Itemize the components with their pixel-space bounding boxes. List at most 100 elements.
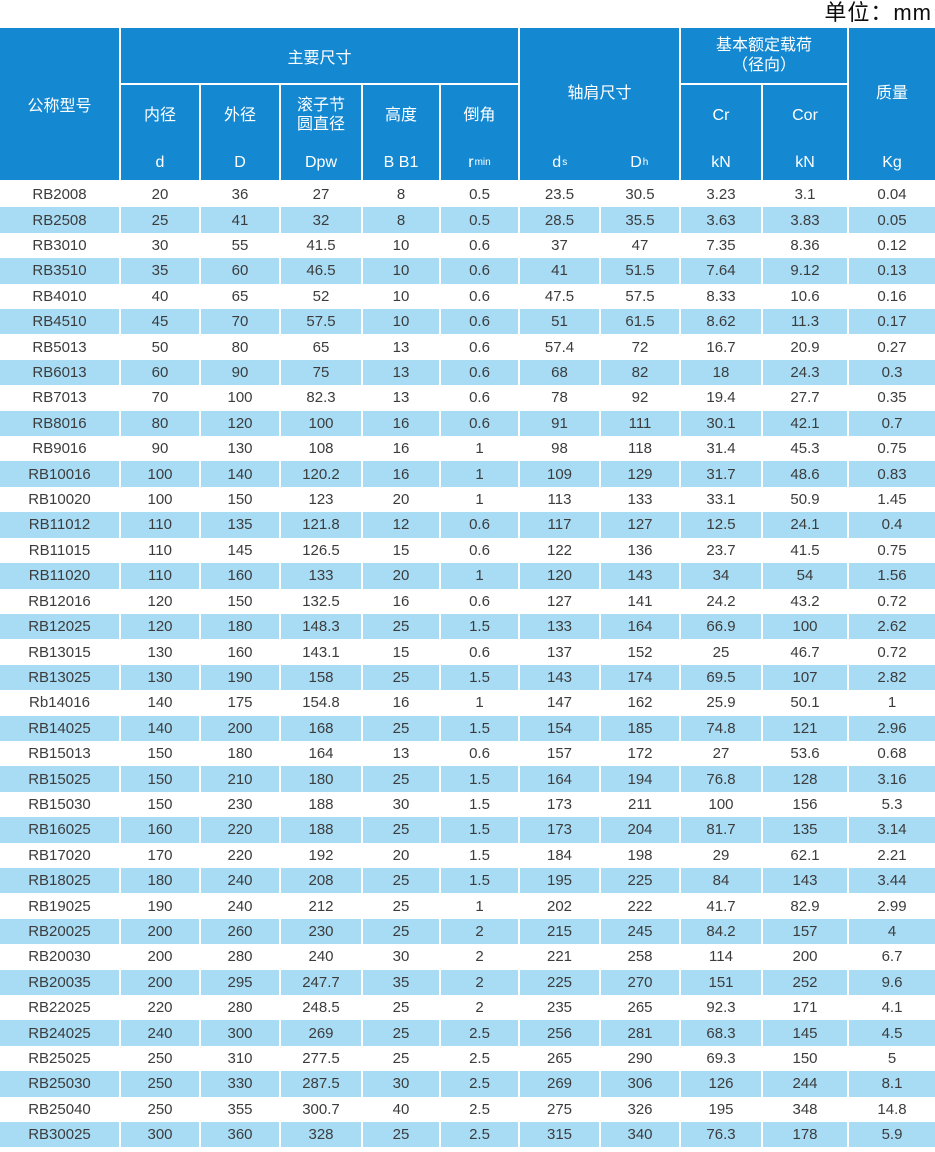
cell-value: 280 xyxy=(201,995,279,1021)
cell-value: 156 xyxy=(763,791,847,818)
table-row: RB15030 150 230 188 30 1.5 173 211 100 156 5.3 xyxy=(0,791,935,818)
cell-value: 150 xyxy=(121,740,199,767)
table-row: RB18025 180 240 208 25 1.5 195 225 84 143 3.44 xyxy=(0,867,935,894)
cell-value: 225 xyxy=(601,867,679,894)
table-row: RB9016 90 130 108 16 1 98 118 31.4 45.3 0.75 xyxy=(0,436,935,462)
cell-value: 30.5 xyxy=(601,182,679,208)
cell-value: 140 xyxy=(121,690,199,716)
cell-value: 20 xyxy=(363,486,439,513)
cell-value: 4 xyxy=(849,918,935,945)
cell-value: 150 xyxy=(121,766,199,792)
cell-model: RB25030 xyxy=(0,1071,119,1097)
cell-value: 92 xyxy=(601,385,679,411)
cell-value: 13 xyxy=(363,740,439,767)
cell-value: 154.8 xyxy=(281,690,361,716)
cell-value: 100 xyxy=(201,385,279,411)
cell-value: 25 xyxy=(363,1045,439,1072)
cell-model: RB20030 xyxy=(0,944,119,970)
cell-value: 90 xyxy=(121,436,199,462)
table-row: RB12025 120 180 148.3 25 1.5 133 164 66.9 100 2.62 xyxy=(0,613,935,640)
cell-value: 143 xyxy=(520,664,599,691)
cell-value: 100 xyxy=(681,791,761,818)
cell-value: 195 xyxy=(520,867,599,894)
cell-value: 57.5 xyxy=(601,283,679,310)
cell-value: 2.5 xyxy=(441,1122,518,1148)
cell-value: 129 xyxy=(601,461,679,487)
cell-value: 16 xyxy=(363,461,439,487)
cell-value: 260 xyxy=(201,918,279,945)
cell-value: 3.83 xyxy=(763,207,847,233)
cell-value: 123 xyxy=(281,486,361,513)
cell-model: RB14025 xyxy=(0,715,119,741)
cell-value: 2.96 xyxy=(849,715,935,741)
cell-value: 47 xyxy=(601,232,679,259)
cell-value: 114 xyxy=(681,944,761,970)
cell-value: 20 xyxy=(363,842,439,868)
header-chamfer: 倒角 r min xyxy=(441,85,518,180)
cell-value: 143 xyxy=(601,563,679,589)
cell-value: 1.45 xyxy=(849,486,935,513)
cell-value: 151 xyxy=(681,969,761,995)
cell-value: 100 xyxy=(121,486,199,513)
cell-value: 15 xyxy=(363,639,439,665)
cell-value: 76.3 xyxy=(681,1122,761,1148)
header-height: 高度 B B1 xyxy=(363,85,439,180)
cell-value: 130 xyxy=(121,664,199,691)
cell-model: RB4510 xyxy=(0,309,119,335)
cell-value: 247.7 xyxy=(281,969,361,995)
cell-value: 70 xyxy=(201,309,279,335)
cell-value: 240 xyxy=(121,1020,199,1046)
cell-value: 9.12 xyxy=(763,258,847,284)
cell-model: RB9016 xyxy=(0,436,119,462)
cell-value: 265 xyxy=(520,1045,599,1072)
cell-value: 355 xyxy=(201,1096,279,1123)
cell-value: 126 xyxy=(681,1071,761,1097)
cell-value: 29 xyxy=(681,842,761,868)
cell-value: 25.9 xyxy=(681,690,761,716)
cell-value: 50.1 xyxy=(763,690,847,716)
cell-value: 133 xyxy=(601,486,679,513)
cell-value: 250 xyxy=(121,1071,199,1097)
cell-value: 2.5 xyxy=(441,1071,518,1097)
cell-value: 10 xyxy=(363,283,439,310)
cell-value: 60 xyxy=(121,359,199,386)
table-row: RB3010 30 55 41.5 10 0.6 37 47 7.35 8.36 0.12 xyxy=(0,232,935,259)
cell-model: RB13015 xyxy=(0,639,119,665)
cell-model: RB2008 xyxy=(0,182,119,208)
header-mass-label: 质量 xyxy=(875,85,908,102)
cell-value: 100 xyxy=(281,410,361,437)
header-inner-diameter: 内径 d xyxy=(121,85,199,180)
cell-value: 74.8 xyxy=(681,715,761,741)
table-row: RB4510 45 70 57.5 10 0.6 51 61.5 8.62 11.3 0.17 xyxy=(0,309,935,335)
cell-value: 51.5 xyxy=(601,258,679,284)
header-cor-label: Cor xyxy=(792,106,818,124)
cell-value: 16 xyxy=(363,690,439,716)
header-cr-label: Cr xyxy=(712,106,730,124)
cell-value: 111 xyxy=(601,410,679,437)
cell-value: 221 xyxy=(520,944,599,970)
cell-model: RB3510 xyxy=(0,258,119,284)
cell-value: 275 xyxy=(520,1096,599,1123)
cell-value: 300 xyxy=(121,1122,199,1148)
cell-value: 30 xyxy=(363,944,439,970)
cell-value: 100 xyxy=(121,461,199,487)
cell-value: 240 xyxy=(201,867,279,894)
header-pitch-diameter: 滚子节 圆直径 Dpw xyxy=(281,85,361,180)
cell-value: 3.23 xyxy=(681,182,761,208)
cell-value: 76.8 xyxy=(681,766,761,792)
cell-value: 25 xyxy=(363,766,439,792)
unit-label: 单位：mm xyxy=(824,0,932,25)
cell-value: 70 xyxy=(121,385,199,411)
table-row: RB15025 150 210 180 25 1.5 164 194 76.8 128 3.16 xyxy=(0,766,935,792)
cell-model: RB18025 xyxy=(0,867,119,894)
cell-value: 110 xyxy=(121,537,199,564)
cell-value: 295 xyxy=(201,969,279,995)
cell-value: 25 xyxy=(121,207,199,233)
cell-value: 16.7 xyxy=(681,334,761,360)
cell-value: 170 xyxy=(121,842,199,868)
cell-value: 2.5 xyxy=(441,1020,518,1046)
cell-value: 92.3 xyxy=(681,995,761,1021)
cell-value: 265 xyxy=(601,995,679,1021)
